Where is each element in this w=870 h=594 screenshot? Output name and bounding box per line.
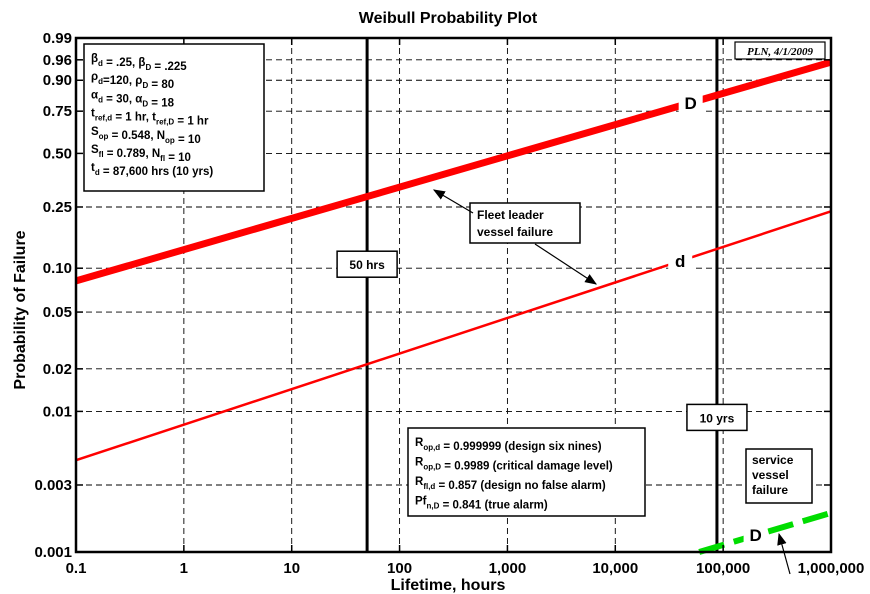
y-tick-label: 0.90: [43, 72, 72, 89]
parameter-line: βd = .25, βD = .225: [91, 53, 187, 73]
reference-label-box: [686, 403, 748, 432]
label-knockout: [678, 90, 703, 115]
y-tick-label: 0.10: [43, 260, 72, 277]
x-tick-label: 0.1: [66, 560, 87, 577]
reference-label: 10 yrs: [700, 411, 735, 425]
date-stamp-frame: [734, 41, 826, 60]
x-axis-label: Lifetime, hours: [391, 577, 506, 594]
date-stamp-text: PLN, 4/1/2009: [747, 46, 813, 58]
y-tick-label: 0.02: [43, 361, 72, 378]
x-tick-label: 1,000,000: [798, 560, 865, 577]
series-lines: [75, 58, 832, 555]
y-tick-label: 0.99: [43, 30, 72, 47]
x-tick-label: 1: [180, 560, 188, 577]
service-vessel-line: failure: [752, 483, 788, 497]
reference-lines: [365, 38, 719, 552]
label-knockout: [743, 523, 768, 548]
parameter-box-frame: [83, 43, 265, 192]
series-labels: Dd D: [668, 90, 768, 548]
series-label-d: d: [675, 252, 685, 271]
x-tick-label: 100,000: [696, 560, 750, 577]
x-tick-label: 100: [387, 560, 412, 577]
fleet-leader-arrow-d: [534, 243, 598, 285]
y-tick-label: 0.25: [43, 199, 72, 216]
label-knockout: [668, 249, 693, 274]
x-tick-label: 1,000: [489, 560, 527, 577]
y-tick-label: 0.01: [43, 403, 72, 420]
parameter-line: αd = 30, αD = 18: [91, 89, 175, 109]
y-tick-label: 0.75: [43, 103, 72, 120]
reliability-line: Rop,D = 0.9989 (critical damage level): [415, 457, 613, 473]
parameter-line: tref,d = 1 hr, tref,D = 1 hr: [91, 108, 209, 128]
axis-ticks: 0.1 1 10 100 1,000 10,000 100,000 1,000,000 0.00…: [34, 30, 864, 577]
fleet-leader-line-2: vessel failure: [477, 225, 553, 239]
y-tick-label: 0.05: [43, 304, 72, 321]
plot-frame: [74, 36, 833, 554]
parameter-line: ρd=120, ρD = 80: [91, 71, 174, 91]
date-stamp: PLN, 4/1/2009: [734, 41, 826, 60]
service-vessel-box: [745, 448, 813, 504]
reference-label: 50 hrs: [349, 258, 385, 272]
y-axis-label: Probability of Failure: [12, 230, 29, 389]
reference-line-labels: 50 hrs 10 yrs: [336, 250, 748, 432]
parameter-line: Sfl = 0.789, Nfl = 10: [91, 144, 191, 164]
reliability-line: Rop,d = 0.999999 (design six nines): [415, 437, 602, 453]
series-line: [75, 210, 832, 462]
reliability-box-frame: [407, 427, 646, 517]
series-line: [698, 509, 832, 555]
parameter-line: Sop = 0.548, Nop = 10: [91, 126, 201, 146]
service-vessel-line: service: [752, 453, 794, 467]
series-label-D: D: [685, 94, 697, 113]
series-label-D-service: D: [749, 526, 761, 545]
x-tick-label: 10,000: [592, 560, 638, 577]
reliability-line: Rfl,d = 0.857 (design no false alarm): [415, 476, 606, 492]
reference-label-box: [336, 250, 398, 278]
fleet-leader-line-1: Fleet leader: [477, 208, 544, 222]
parameter-line: td = 87,600 hrs (10 yrs): [91, 162, 213, 178]
reliability-box: Rop,d = 0.999999 (design six nines) Rop,D…: [407, 427, 646, 517]
y-tick-label: 0.50: [43, 145, 72, 162]
service-vessel-arrow: [777, 532, 791, 575]
fleet-leader-arrow-D: [432, 189, 474, 214]
y-tick-label: 0.96: [43, 52, 72, 69]
series-line: [75, 58, 832, 285]
annotations: Fleet leader vessel failure servicevesself…: [432, 189, 813, 575]
reliability-line: Pfn,D = 0.841 (true alarm): [415, 496, 548, 512]
chart-title: Weibull Probability Plot: [359, 10, 538, 27]
y-tick-label: 0.003: [34, 477, 72, 494]
fleet-leader-box: [469, 202, 581, 244]
x-tick-label: 10: [283, 560, 300, 577]
service-vessel-line: vessel: [752, 468, 789, 482]
y-tick-label: 0.001: [34, 544, 72, 561]
